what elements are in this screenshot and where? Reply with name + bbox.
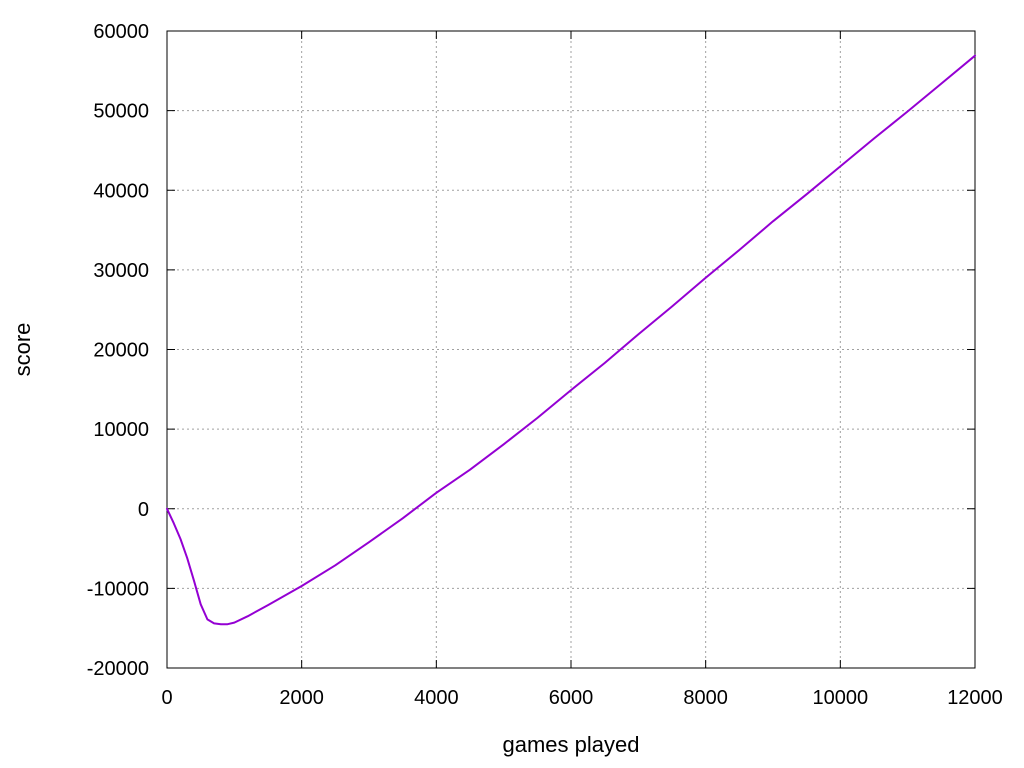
x-tick-label: 12000 [947,687,1003,709]
x-tick-label: 2000 [279,687,324,709]
y-tick-label: 60000 [93,21,149,43]
tick-marks [166,30,976,669]
x-tick-label: 0 [161,687,172,709]
x-tick-label: 6000 [549,687,594,709]
y-tick-label: -10000 [87,578,149,600]
y-tick-label: 0 [138,499,149,521]
x-axis-tick-labels: 0 2000 4000 6000 8000 10000 12000 [161,687,1002,709]
y-tick-label: -20000 [87,658,149,680]
x-axis-label: games played [503,732,640,757]
x-tick-label: 4000 [414,687,459,709]
x-tick-label: 8000 [683,687,728,709]
y-tick-label: 50000 [93,101,149,123]
y-tick-label: 40000 [93,180,149,202]
y-tick-label: 30000 [93,260,149,282]
y-axis-label: score [10,323,35,377]
y-tick-label: 20000 [93,340,149,362]
y-tick-label: 10000 [93,419,149,441]
series-layer [166,54,976,626]
x-tick-label: 10000 [813,687,869,709]
grid [167,31,975,668]
y-axis-tick-labels: -20000 -10000 0 10000 20000 30000 40000 50000 60… [87,21,149,680]
series-line-score [166,54,976,626]
